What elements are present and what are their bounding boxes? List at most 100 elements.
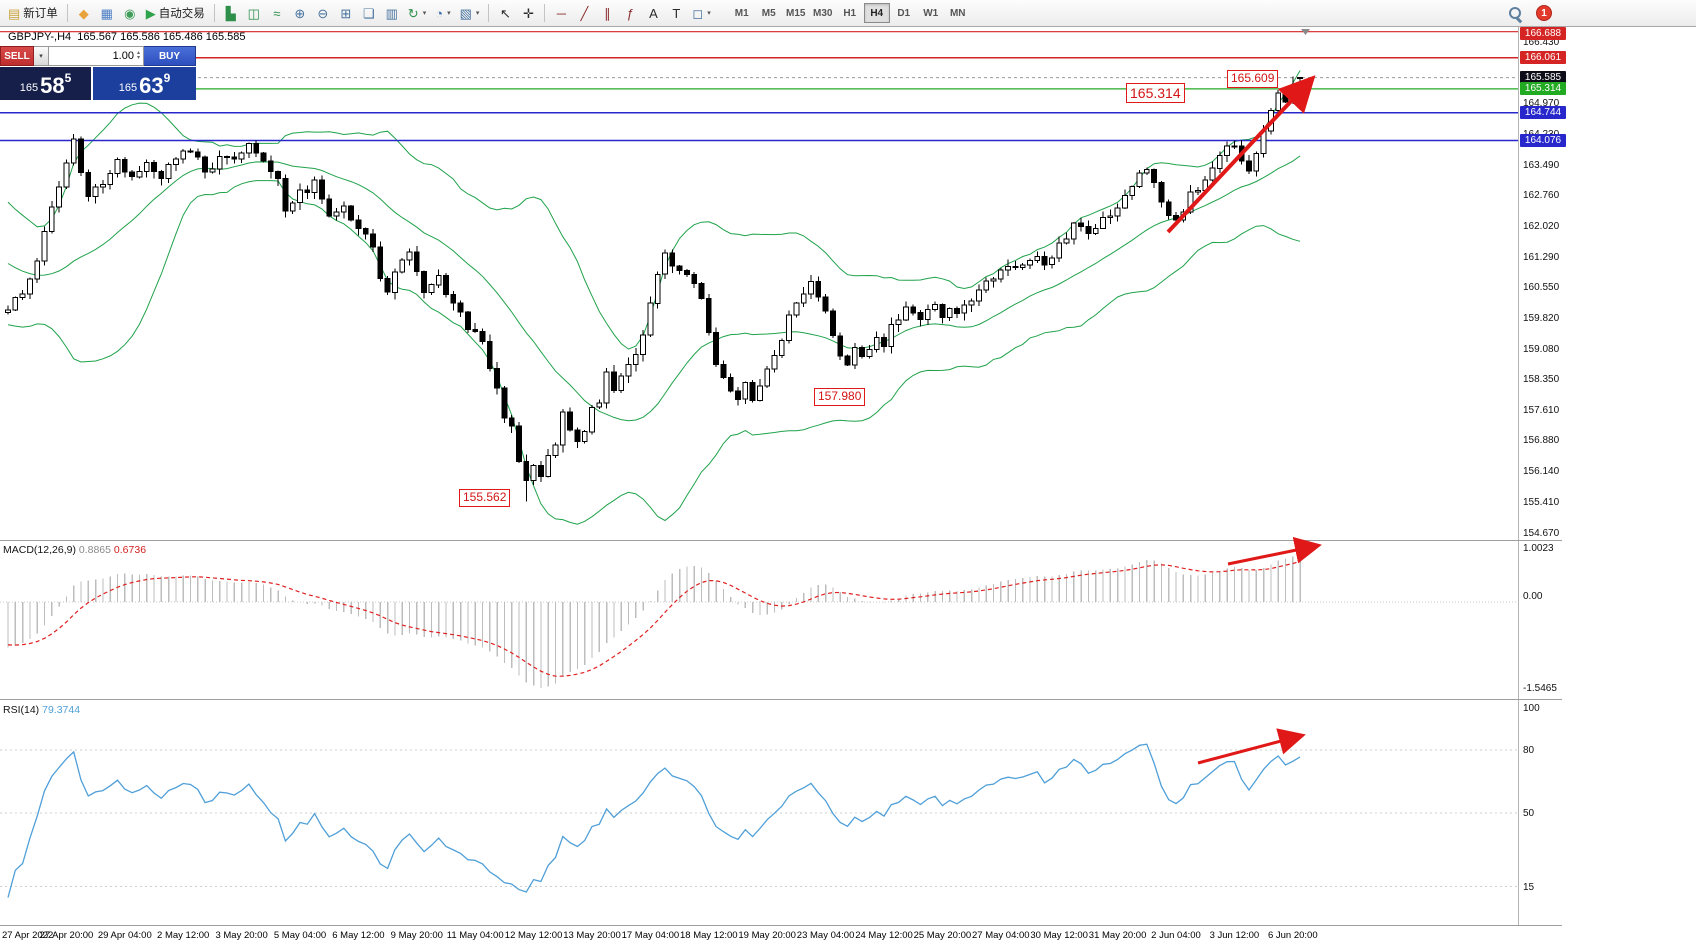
profiles-button[interactable]: ↻ ▾ [404, 2, 430, 24]
market-icon: ▦ [100, 5, 113, 21]
stepper-down-icon[interactable]: ▾ [136, 55, 140, 61]
community-button[interactable]: ◉ [119, 2, 141, 24]
zoom-in-button[interactable]: ⊕ [289, 2, 311, 24]
price-axis-label: 166.430 [1523, 37, 1560, 49]
timeframe-d1[interactable]: D1 [891, 3, 917, 23]
new-order-button[interactable]: ▤ 新订单 [4, 2, 62, 24]
new-order-button-label: 新订单 [23, 8, 58, 20]
rsi-indicator-label: RSI(14) 79.3744 [3, 704, 80, 716]
macd-panel-canvas[interactable] [0, 541, 1518, 699]
macd-indicator-label: MACD(12,26,9) 0.8865 0.6736 [3, 544, 146, 556]
rsi-name: RSI(14) [3, 704, 40, 716]
horizontal-line-icon: ─ [556, 5, 567, 21]
toolbar-right: 1 [1508, 5, 1552, 21]
label-button[interactable]: T [665, 2, 687, 24]
time-axis-label: 27 May 04:00 [972, 930, 1030, 941]
price-axis-label: 160.550 [1523, 282, 1560, 294]
panel-separator[interactable] [0, 540, 1562, 541]
timeframe-m15[interactable]: M15 [783, 3, 809, 23]
candle-chart-button[interactable]: ◫ [243, 2, 265, 24]
channel-button[interactable]: ∥ [596, 2, 618, 24]
profiles-icon: ↻ [407, 5, 419, 21]
price-axis-label: 163.490 [1523, 159, 1560, 171]
timeframe-h1[interactable]: H1 [837, 3, 863, 23]
time-axis-label: 27 Apr 2022 [2, 930, 54, 941]
metaeditor-icon: ◆ [78, 5, 89, 21]
macd-histogram [7, 553, 1301, 688]
price-axis-border [1518, 27, 1519, 925]
toolbar-separator [544, 4, 546, 22]
notification-badge[interactable]: 1 [1536, 5, 1552, 21]
fibonacci-button[interactable]: ƒ [619, 2, 641, 24]
sell-price-pips: 58 [40, 73, 65, 98]
shapes-button[interactable]: ◻ ▾ [688, 2, 714, 24]
cascade-windows-button[interactable]: ▥ [381, 2, 403, 24]
line-chart-button[interactable]: ≈ [266, 2, 288, 24]
trade-options-dropdown[interactable]: ▾ [34, 46, 49, 66]
macd-signal-value: 0.6736 [113, 544, 147, 556]
rsi-value: 79.3744 [42, 704, 81, 716]
autotrade-button-label: 自动交易 [158, 8, 205, 20]
timeframe-h4[interactable]: H4 [863, 3, 890, 23]
volume-input[interactable]: 1.00 ▴ ▾ [49, 46, 144, 66]
grid-button[interactable]: ⊞ [335, 2, 357, 24]
template-button[interactable]: ▧ ▾ [456, 2, 484, 24]
price-chart-canvas[interactable] [0, 27, 1518, 540]
dropdown-arrow-icon: ▾ [475, 10, 480, 17]
buy-button[interactable]: BUY [144, 46, 196, 66]
volume-stepper[interactable]: ▴ ▾ [136, 50, 140, 61]
timeframe-mn[interactable]: MN [945, 3, 971, 23]
autotrade-button[interactable]: ▶ 自动交易 [142, 2, 209, 24]
sell-button[interactable]: SELL [0, 46, 34, 66]
cursor-button[interactable]: ↖ [494, 2, 516, 24]
stepper-up-icon[interactable]: ▴ [136, 50, 140, 56]
price-axis-label: 162.760 [1523, 190, 1560, 202]
dropdown-arrow-icon: ▾ [707, 10, 711, 17]
sell-price-big-figure: 165 [19, 82, 39, 94]
macd-signal-line [7, 560, 1301, 677]
time-axis-label: 25 May 20:00 [913, 930, 972, 941]
line-chart-icon: ≈ [273, 5, 281, 21]
rsi-panel-canvas[interactable] [0, 701, 1518, 925]
price-axis-label: 157.610 [1523, 404, 1560, 416]
bollinger-bands [7, 70, 1301, 525]
timeframe-m5[interactable]: M5 [756, 3, 782, 23]
crosshair-button[interactable]: ✛ [517, 2, 539, 24]
dropdown-arrow-icon: ▾ [447, 10, 451, 17]
search-icon[interactable] [1508, 6, 1523, 21]
bar-chart-button[interactable]: ▙ [220, 2, 242, 24]
price-tag: 165.585 [1520, 71, 1566, 85]
toolbar-separator [213, 4, 215, 22]
time-axis-label: 3 May 20:00 [215, 930, 268, 941]
timeframe-m1[interactable]: M1 [729, 3, 755, 23]
macd-axis-label: -1.5465 [1523, 683, 1557, 694]
market-button[interactable]: ▦ [96, 2, 118, 24]
timeframe-m30[interactable]: M30 [810, 3, 836, 23]
tile-windows-icon: ❏ [362, 5, 375, 21]
trade-panel-controls: SELL ▾ 1.00 ▴ ▾ BUY [0, 46, 196, 66]
time-axis-label: 9 May 20:00 [390, 930, 443, 941]
hline-button[interactable]: ─ [550, 2, 572, 24]
buy-price[interactable]: 165 63 9 [93, 67, 196, 100]
metaeditor-button[interactable]: ◆ [73, 2, 95, 24]
macd-main-value: 0.8865 [78, 544, 111, 556]
sell-price[interactable]: 165 58 5 [0, 67, 91, 100]
price-axis-label: 156.880 [1523, 435, 1560, 447]
tile-windows-button[interactable]: ❏ [358, 2, 380, 24]
time-axis-label: 13 May 20:00 [563, 930, 621, 941]
zoom-out-button[interactable]: ⊖ [312, 2, 334, 24]
period-button[interactable]: ◔ ▾ [431, 2, 454, 24]
text-button[interactable]: A [642, 2, 664, 24]
toolbar-separator [66, 4, 68, 22]
timeframe-toolbar: M1 M5 M15 M30 H1 H4 D1 W1 MN [729, 3, 971, 23]
time-axis[interactable]: 27 Apr 2022 27 Apr 20:00 29 Apr 04:00 2 May… [0, 926, 1562, 944]
label-icon: T [672, 5, 681, 21]
time-axis-label: 19 May 20:00 [738, 930, 796, 941]
trendline-icon: ╱ [580, 5, 589, 21]
timeframe-w1[interactable]: W1 [918, 3, 944, 23]
panel-separator[interactable] [0, 699, 1562, 700]
time-axis-label: 30 May 12:00 [1030, 930, 1088, 941]
trendline-button[interactable]: ╱ [573, 2, 595, 24]
panel-separator[interactable] [0, 925, 1562, 926]
